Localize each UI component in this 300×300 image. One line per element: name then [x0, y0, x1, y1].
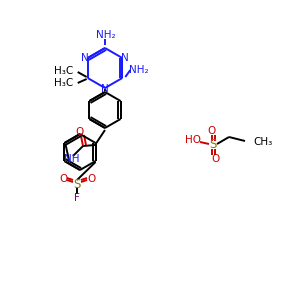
Text: S: S — [209, 139, 217, 152]
Text: NH₂: NH₂ — [128, 65, 148, 75]
Text: O: O — [207, 126, 215, 136]
Text: S: S — [73, 178, 81, 190]
Text: F: F — [74, 193, 80, 203]
Text: CH₃: CH₃ — [253, 137, 272, 147]
Text: N: N — [122, 53, 129, 63]
Text: H₃C: H₃C — [54, 78, 74, 88]
Text: H₃C: H₃C — [54, 66, 74, 76]
Text: NH₂: NH₂ — [96, 30, 116, 40]
Text: N: N — [81, 53, 88, 63]
Text: O: O — [76, 127, 84, 137]
Text: O: O — [87, 174, 95, 184]
Text: N: N — [101, 84, 109, 94]
Text: O: O — [59, 174, 67, 184]
Text: HO: HO — [185, 135, 201, 145]
Text: O: O — [211, 154, 219, 164]
Text: NH: NH — [64, 154, 80, 164]
